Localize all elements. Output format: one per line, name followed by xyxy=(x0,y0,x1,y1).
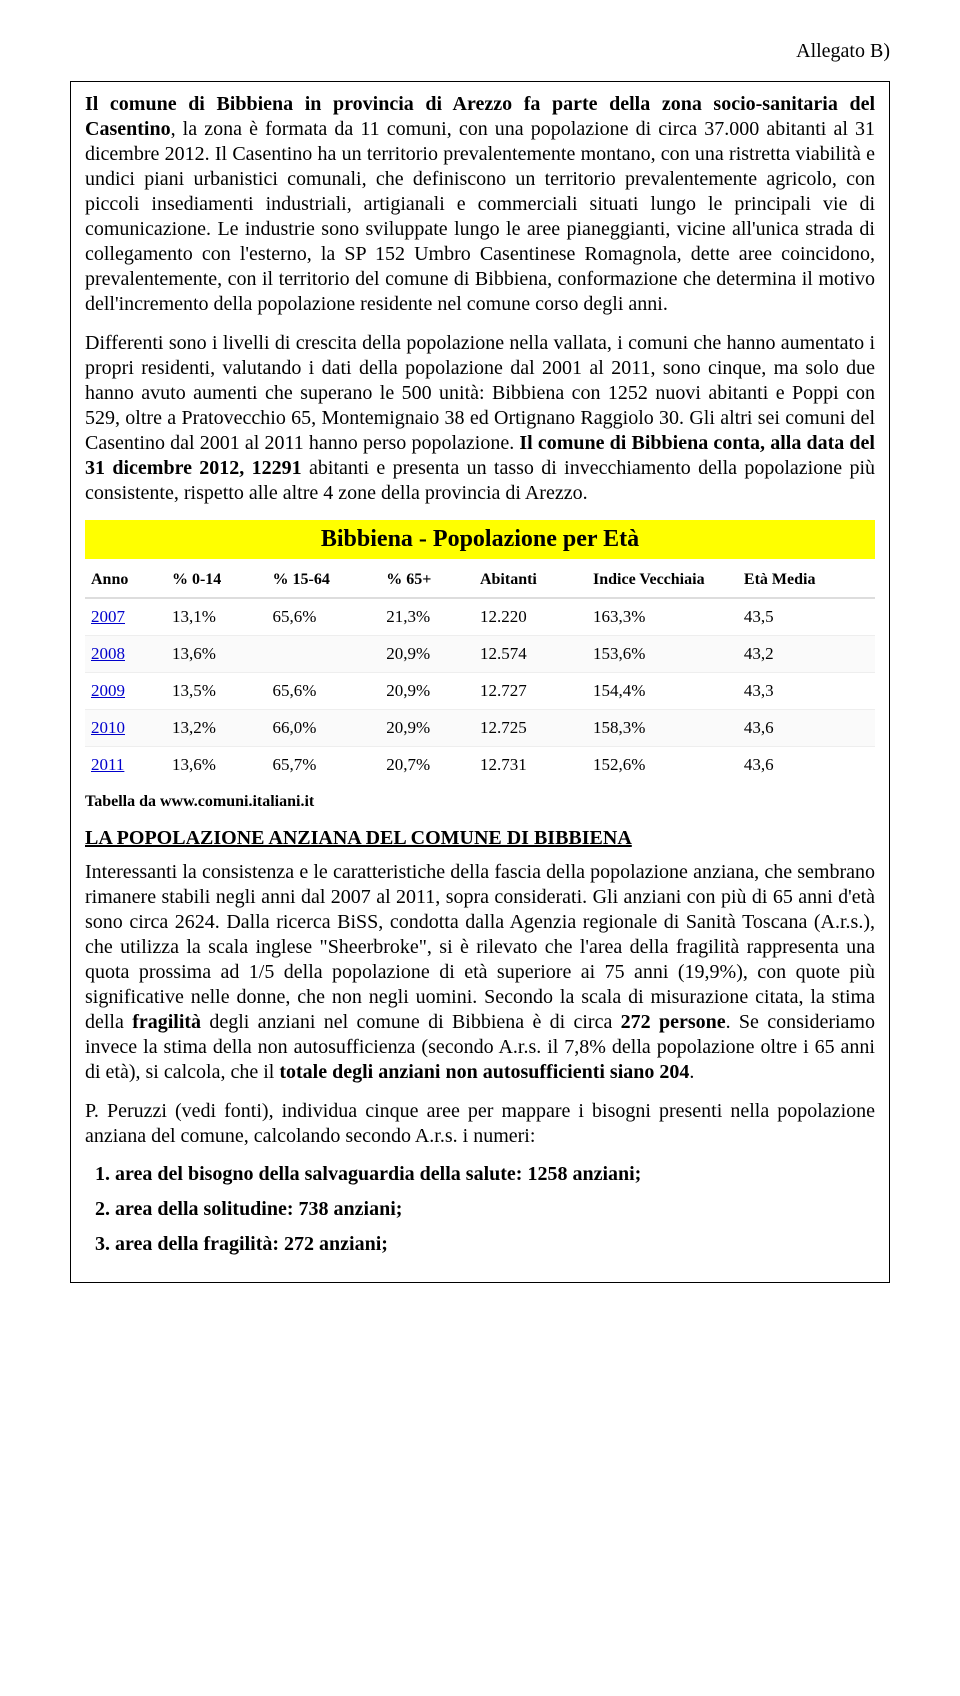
th-indice: Indice Vecchiaia xyxy=(587,563,738,598)
year-link[interactable]: 2008 xyxy=(91,644,125,663)
cell: 153,6% xyxy=(587,636,738,673)
population-table: Anno % 0-14 % 15-64 % 65+ Abitanti Indic… xyxy=(85,563,875,783)
table-row: 2009 13,5% 65,6% 20,9% 12.727 154,4% 43,… xyxy=(85,673,875,710)
cell: 158,3% xyxy=(587,710,738,747)
paragraph-4: P. Peruzzi (vedi fonti), individua cinqu… xyxy=(85,1099,875,1149)
cell xyxy=(267,636,381,673)
cell: 13,5% xyxy=(166,673,267,710)
page-container: Allegato B) Il comune di Bibbiena in pro… xyxy=(0,0,960,1323)
paragraph-3: Interessanti la consistenza e le caratte… xyxy=(85,860,875,1085)
cell: 43,6 xyxy=(738,710,875,747)
cell: 13,2% xyxy=(166,710,267,747)
p3-g: . xyxy=(689,1061,694,1083)
cell: 12.220 xyxy=(474,598,587,636)
table-header-row: Anno % 0-14 % 15-64 % 65+ Abitanti Indic… xyxy=(85,563,875,598)
p3-d: 272 persone xyxy=(621,1011,726,1033)
list-item: area della fragilità: 272 anziani; xyxy=(115,1233,875,1256)
table-row: 2010 13,2% 66,0% 20,9% 12.725 158,3% 43,… xyxy=(85,710,875,747)
cell: 43,6 xyxy=(738,747,875,784)
cell: 65,7% xyxy=(267,747,381,784)
cell: 20,9% xyxy=(380,673,474,710)
p3-c: degli anziani nel comune di Bibbiena è d… xyxy=(201,1011,621,1033)
cell: 13,6% xyxy=(166,636,267,673)
year-link[interactable]: 2010 xyxy=(91,718,125,737)
table-row: 2011 13,6% 65,7% 20,7% 12.731 152,6% 43,… xyxy=(85,747,875,784)
table-row: 2008 13,6% 20,9% 12.574 153,6% 43,2 xyxy=(85,636,875,673)
cell: 13,1% xyxy=(166,598,267,636)
th-0-14: % 0-14 xyxy=(166,563,267,598)
cell: 20,9% xyxy=(380,710,474,747)
list-item: area del bisogno della salvaguardia dell… xyxy=(115,1163,875,1186)
year-link[interactable]: 2009 xyxy=(91,681,125,700)
paragraph-1: Il comune di Bibbiena in provincia di Ar… xyxy=(85,92,875,317)
cell: 154,4% xyxy=(587,673,738,710)
cell: 13,6% xyxy=(166,747,267,784)
cell: 12.727 xyxy=(474,673,587,710)
paragraph-2: Differenti sono i livelli di crescita de… xyxy=(85,331,875,506)
th-anno: Anno xyxy=(85,563,166,598)
cell: 163,3% xyxy=(587,598,738,636)
content-box: Il comune di Bibbiena in provincia di Ar… xyxy=(70,81,890,1283)
table-row: 2007 13,1% 65,6% 21,3% 12.220 163,3% 43,… xyxy=(85,598,875,636)
allegato-label: Allegato B) xyxy=(70,40,890,63)
p3-a: Interessanti la consistenza e le caratte… xyxy=(85,861,875,1033)
table-title: Bibbiena - Popolazione per Età xyxy=(85,520,875,559)
list-item: area della solitudine: 738 anziani; xyxy=(115,1198,875,1221)
th-15-64: % 15-64 xyxy=(267,563,381,598)
cell: 43,3 xyxy=(738,673,875,710)
cell: 65,6% xyxy=(267,598,381,636)
th-abitanti: Abitanti xyxy=(474,563,587,598)
year-link[interactable]: 2011 xyxy=(91,755,124,774)
cell: 43,5 xyxy=(738,598,875,636)
cell: 20,7% xyxy=(380,747,474,784)
th-65: % 65+ xyxy=(380,563,474,598)
cell: 12.731 xyxy=(474,747,587,784)
table-source: Tabella da www.comuni.italiani.it xyxy=(85,793,875,811)
cell: 152,6% xyxy=(587,747,738,784)
section-heading: LA POPOLAZIONE ANZIANA DEL COMUNE DI BIB… xyxy=(85,827,875,850)
p3-b: fragilità xyxy=(132,1011,201,1033)
cell: 12.574 xyxy=(474,636,587,673)
p3-f: totale degli anziani non autosufficienti… xyxy=(279,1061,689,1083)
needs-list: area del bisogno della salvaguardia dell… xyxy=(85,1163,875,1256)
cell: 12.725 xyxy=(474,710,587,747)
cell: 65,6% xyxy=(267,673,381,710)
p1-rest: , la zona è formata da 11 comuni, con un… xyxy=(85,118,875,315)
table-body: 2007 13,1% 65,6% 21,3% 12.220 163,3% 43,… xyxy=(85,598,875,783)
cell: 43,2 xyxy=(738,636,875,673)
th-eta: Età Media xyxy=(738,563,875,598)
cell: 66,0% xyxy=(267,710,381,747)
cell: 20,9% xyxy=(380,636,474,673)
cell: 21,3% xyxy=(380,598,474,636)
year-link[interactable]: 2007 xyxy=(91,607,125,626)
